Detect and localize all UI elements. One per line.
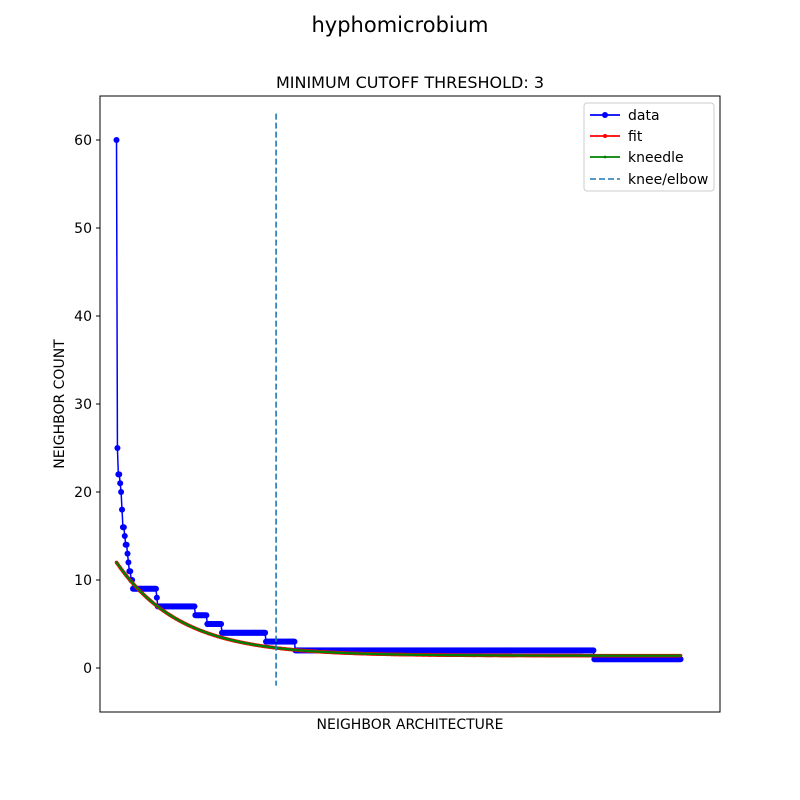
y-tick-label-6: 60 [74,133,92,149]
data-point [125,559,132,566]
legend-box [583,102,715,192]
data-point [262,629,269,636]
data-point [124,550,131,557]
data-point [218,621,225,627]
data-point [118,489,125,495]
data-point [121,533,128,539]
data-point [291,638,298,645]
data-point [152,585,159,592]
plot-marks [113,113,684,686]
legend-marker-kneedle [603,155,607,159]
y-tick-label-2: 20 [74,485,92,501]
y-tick-label-5: 50 [74,221,92,237]
series-kneedle-line [115,561,681,657]
kneedle-point [679,654,682,657]
data-point [191,603,198,610]
plot-frame [99,95,721,713]
data-point [677,656,684,663]
legend-label-data: data [628,108,660,124]
legend-label-kneedle: kneedle [628,150,684,166]
data-point [123,541,130,548]
y-axis-ticks: 0 10 20 30 40 50 60 [74,133,100,677]
data-point [120,524,127,531]
data-point [590,647,597,654]
y-tick-label-1: 10 [74,573,92,589]
data-point [113,137,120,143]
data-point [203,612,210,619]
data-point [117,480,124,487]
figure-suptitle: hyphomicrobium [311,13,488,37]
data-point [153,594,160,601]
y-axis-label: NEIGHBOR COUNT [52,339,68,469]
legend-label-knee-elbow: knee/elbow [628,172,708,188]
data-point [114,445,121,451]
data-point [119,506,126,513]
y-tick-label-4: 40 [74,309,92,325]
legend: data fit kneedle knee/elbow [583,102,715,192]
series-data-line [115,139,681,660]
series-fit-line [115,561,681,657]
chart-title: MINIMUM CUTOFF THRESHOLD: 3 [276,73,544,92]
legend-marker-fit [603,134,607,138]
data-point [127,568,134,575]
y-tick-label-0: 0 [83,661,92,677]
legend-label-fit: fit [628,129,643,145]
x-axis-label: NEIGHBOR ARCHITECTURE [317,717,504,733]
y-tick-label-3: 30 [74,397,92,413]
data-point [116,471,123,478]
legend-marker-data [602,112,608,118]
